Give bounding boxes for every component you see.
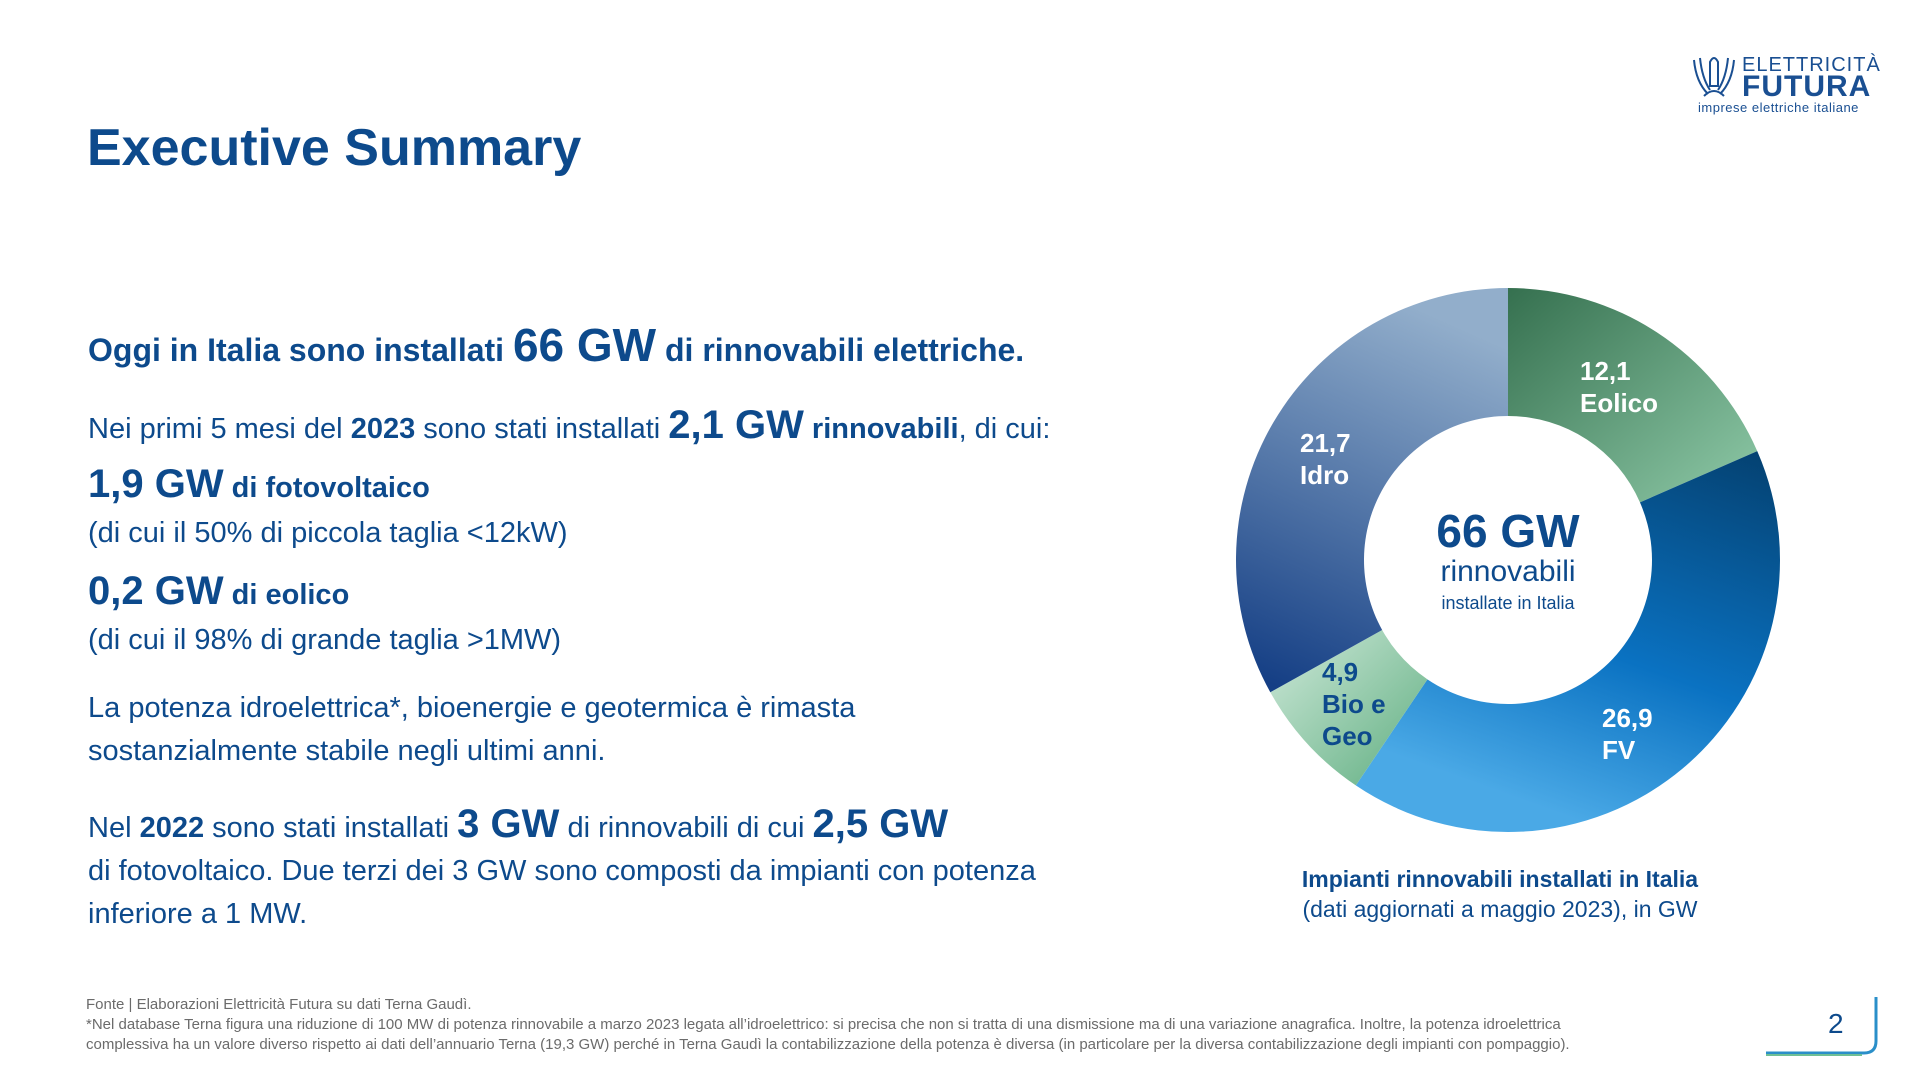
headline-post: di rinnovabili elettriche. bbox=[656, 332, 1025, 368]
logo-line2: FUTURA bbox=[1742, 70, 1872, 103]
p2-line1: La potenza idroelettrica*, bioenergie e … bbox=[88, 692, 856, 724]
label-value: 4,9 bbox=[1322, 657, 1359, 687]
eolico-line: 0,2 GW di eolico bbox=[88, 569, 349, 614]
headline-value: 66 GW bbox=[512, 319, 657, 371]
label-fv: 26,9 FV bbox=[1602, 702, 1653, 766]
eolico-note: (di cui il 98% di grande taglia >1MW) bbox=[88, 624, 562, 656]
p3-a: Nel bbox=[88, 812, 140, 844]
footer-note-1: *Nel database Terna figura una riduzione… bbox=[86, 1016, 1561, 1033]
p3-v2: 2,5 GW bbox=[812, 802, 949, 846]
page-number: 2 bbox=[1828, 1008, 1844, 1039]
headline: Oggi in Italia sono installati 66 GW di … bbox=[88, 318, 1024, 372]
p1-value: 2,1 GW bbox=[668, 403, 804, 447]
slice-fv bbox=[1355, 451, 1780, 832]
p3-line2: di fotovoltaico. Due terzi dei 3 GW sono… bbox=[88, 855, 1036, 887]
page-corner-decoration bbox=[1766, 997, 1878, 1056]
paragraph-2023: Nei primi 5 mesi del 2023 sono stati ins… bbox=[88, 403, 1050, 448]
donut-chart bbox=[1236, 288, 1780, 832]
slice-eolico bbox=[1508, 288, 1758, 503]
fv-label: di fotovoltaico bbox=[223, 472, 430, 504]
p3-v1: 3 GW bbox=[457, 802, 560, 846]
center-value: 66 GW bbox=[1436, 505, 1580, 557]
chart-subtitle: (dati aggiornati a maggio 2023), in GW bbox=[1302, 896, 1698, 922]
label-bio-geo: 4,9 Bio e Geo bbox=[1322, 656, 1432, 752]
fv-line: 1,9 GW di fotovoltaico bbox=[88, 462, 430, 507]
p3-b: sono stati installati bbox=[204, 812, 458, 844]
label-category: Idro bbox=[1300, 460, 1350, 490]
logo: ELETTRICITÀ FUTURA imprese elettriche it… bbox=[1690, 52, 1880, 117]
p1-d: , di cui: bbox=[958, 413, 1051, 445]
p3-c: di rinnovabili di cui bbox=[559, 812, 813, 844]
p3-year: 2022 bbox=[139, 812, 205, 844]
p1-year: 2023 bbox=[350, 413, 416, 445]
fv-value: 1,9 GW bbox=[88, 462, 224, 506]
footer-source: Fonte | Elaborazioni Elettricità Futura … bbox=[86, 996, 472, 1013]
p1-b: sono stati installati bbox=[415, 413, 669, 445]
label-value: 12,1 bbox=[1580, 356, 1631, 386]
slice-bio-geo bbox=[1270, 630, 1428, 786]
page-title: Executive Summary bbox=[87, 119, 582, 177]
logo-line1: ELETTRICITÀ bbox=[1742, 54, 1881, 76]
center-line2: rinnovabili bbox=[1440, 555, 1576, 588]
label-value: 21,7 bbox=[1300, 428, 1351, 458]
label-category: Bio e Geo bbox=[1322, 689, 1386, 751]
label-idro: 21,7 Idro bbox=[1300, 427, 1351, 491]
label-category: FV bbox=[1602, 735, 1636, 765]
label-category: Eolico bbox=[1580, 388, 1659, 418]
slice-idro bbox=[1236, 288, 1508, 693]
footer-note-2: complessiva ha un valore diverso rispett… bbox=[86, 1036, 1570, 1053]
donut-center-label: 66 GW rinnovabili installate in Italia bbox=[1368, 506, 1648, 618]
chart-title: Impianti rinnovabili installati in Itali… bbox=[1301, 866, 1699, 892]
p1-c: rinnovabili bbox=[803, 413, 959, 445]
eolico-label: di eolico bbox=[223, 579, 350, 611]
p1-a: Nei primi 5 mesi del bbox=[88, 413, 351, 445]
eolico-value: 0,2 GW bbox=[88, 569, 224, 613]
p2-line2: sostanzialmente stabile negli ultimi ann… bbox=[88, 735, 606, 767]
label-eolico: 12,1 Eolico bbox=[1580, 355, 1658, 419]
p3-line1: Nel 2022 sono stati installati 3 GW di r… bbox=[88, 802, 948, 847]
logo-tagline: imprese elettriche italiane bbox=[1698, 100, 1859, 115]
eagle-logo-icon bbox=[1693, 57, 1735, 97]
label-value: 26,9 bbox=[1602, 703, 1653, 733]
p3-line3: inferiore a 1 MW. bbox=[88, 898, 308, 930]
center-line3: installate in Italia bbox=[1441, 593, 1575, 613]
headline-pre: Oggi in Italia sono installati bbox=[88, 332, 513, 368]
fv-note: (di cui il 50% di piccola taglia <12kW) bbox=[88, 517, 568, 549]
